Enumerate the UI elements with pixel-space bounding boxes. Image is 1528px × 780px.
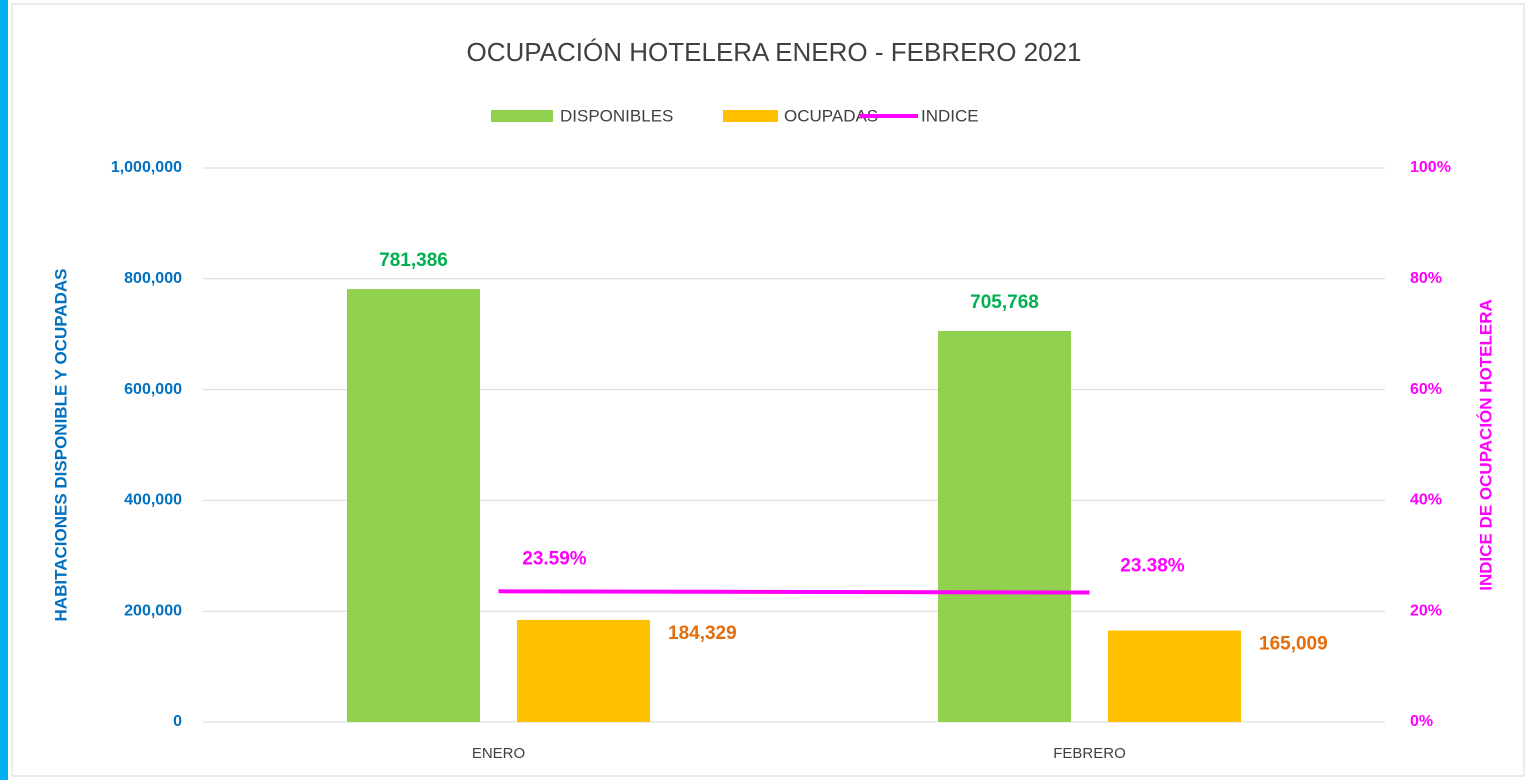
x-tick-label: ENERO (472, 745, 525, 762)
y-tick-label: 800,000 (124, 270, 182, 287)
y2-axis-title: INDICE DE OCUPACIÓN HOTELERA (1476, 299, 1495, 591)
legend-swatch (723, 110, 778, 122)
y2-tick-label: 20% (1410, 602, 1442, 619)
y-tick-label: 200,000 (124, 602, 182, 619)
y2-tick-label: 40% (1410, 492, 1442, 509)
y-tick-label: 0 (173, 713, 182, 730)
bar (1108, 630, 1241, 722)
x-tick-label: FEBRERO (1053, 745, 1126, 762)
data-label: 184,329 (668, 623, 737, 644)
y-tick-label: 400,000 (124, 492, 182, 509)
legend-label: INDICE (921, 106, 979, 125)
data-label: 23.38% (1120, 555, 1185, 576)
data-label: 165,009 (1259, 634, 1328, 655)
y-tick-label: 1,000,000 (111, 159, 182, 176)
y-axis-title: HABITACIONES DISPONIBLE Y OCUPADAS (51, 269, 70, 622)
y2-tick-label: 0% (1410, 713, 1433, 730)
legend-label: DISPONIBLES (560, 106, 673, 125)
bar (517, 619, 650, 722)
bar (938, 331, 1071, 722)
side-strip (0, 0, 8, 780)
y-tick-label: 600,000 (124, 381, 182, 398)
legend-swatch (491, 110, 553, 122)
chart-title: OCUPACIÓN HOTELERA ENERO - FEBRERO 2021 (467, 37, 1082, 67)
data-label: 781,386 (379, 250, 448, 271)
data-label: 705,768 (970, 292, 1039, 313)
bar (347, 289, 480, 722)
y2-tick-label: 60% (1410, 381, 1442, 398)
line (498, 589, 1090, 595)
y2-tick-label: 100% (1410, 159, 1451, 176)
data-label: 23.59% (522, 548, 587, 569)
legend-label: OCUPADAS (784, 106, 878, 125)
y2-tick-label: 80% (1410, 270, 1442, 287)
